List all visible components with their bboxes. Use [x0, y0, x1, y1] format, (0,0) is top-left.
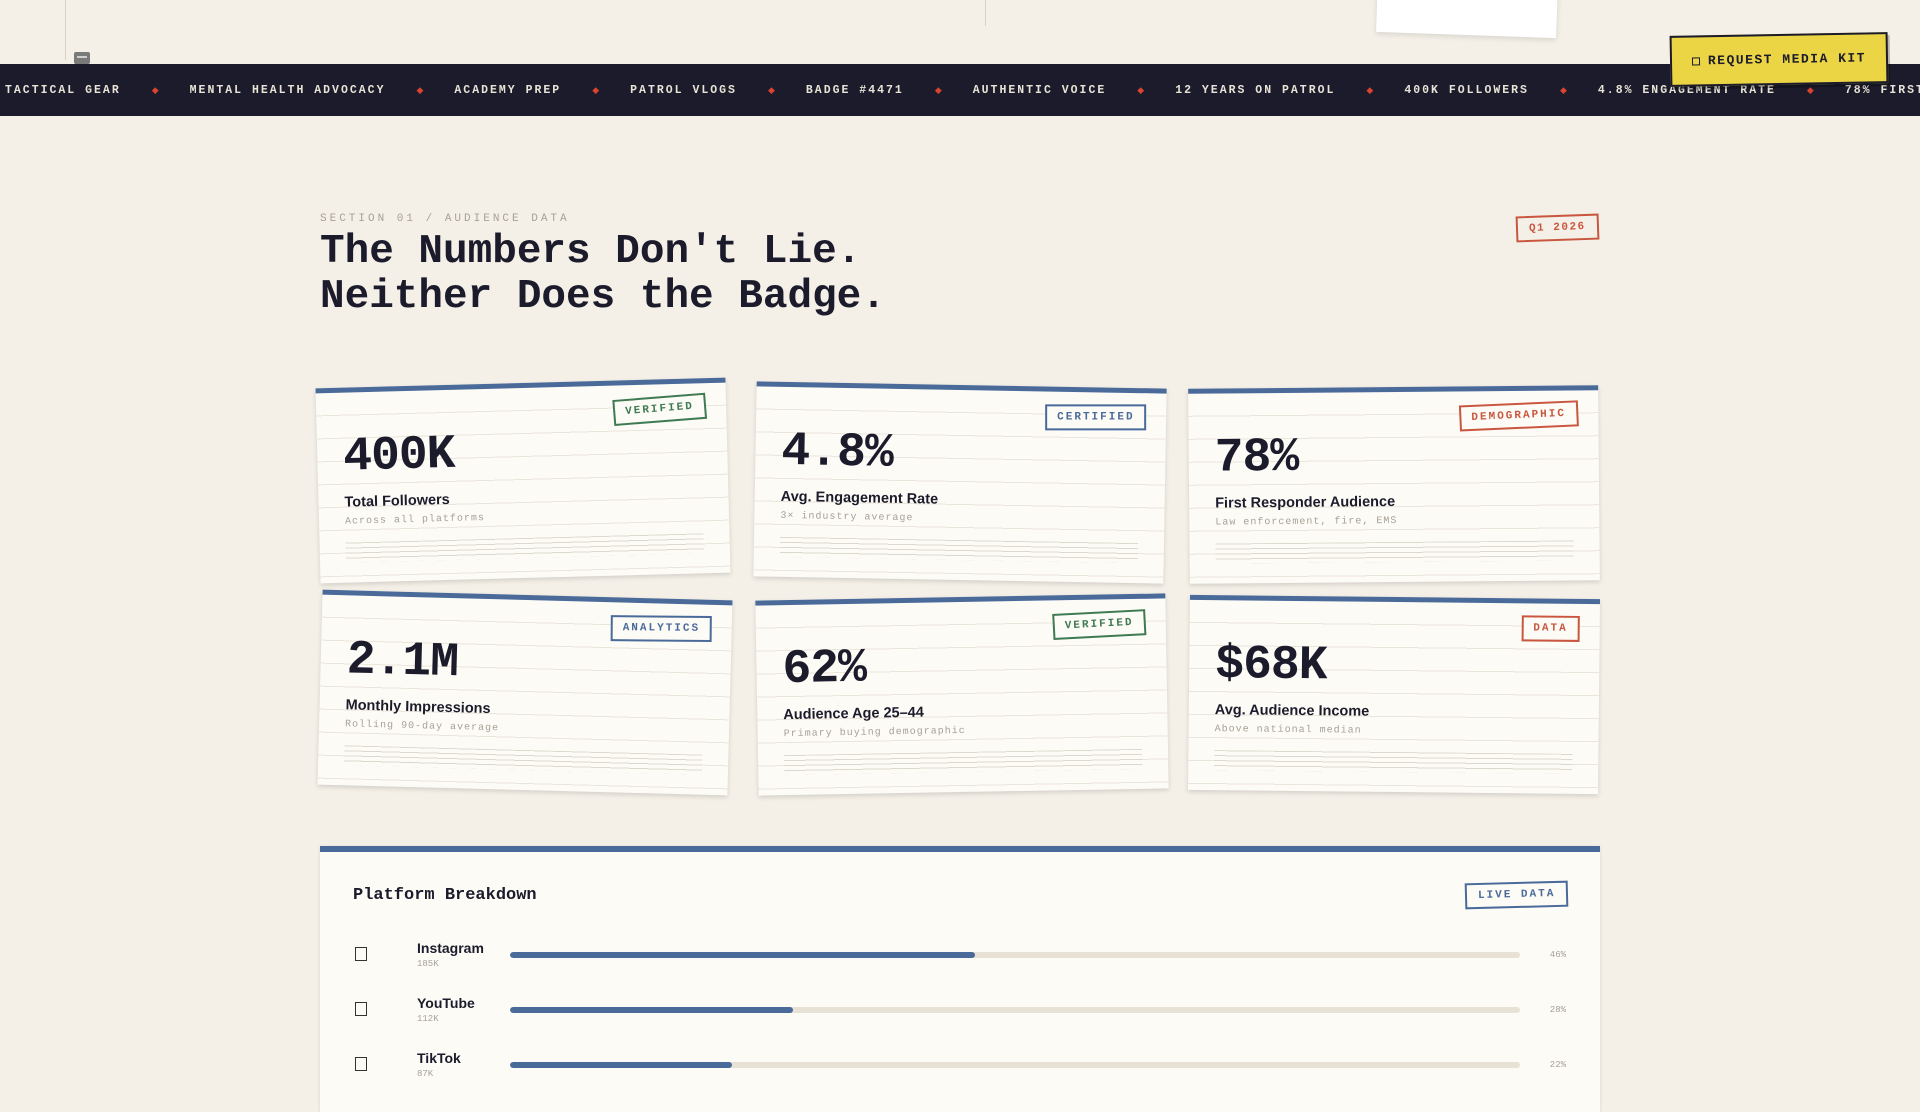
platform-count: 87K [417, 1069, 434, 1079]
stat-label: Avg. Audience Income [1214, 702, 1370, 720]
platform-row-instagram: Instagram 185K 46% [353, 934, 1568, 974]
ticker-track: TACTICAL GEAR ◆ MENTAL HEALTH ADVOCACY ◆ ACA… [5, 64, 1920, 116]
diamond-icon: ◆ [416, 84, 424, 95]
card-rule-lines [344, 745, 703, 775]
decorative-rule [985, 0, 986, 26]
diamond-icon: ◆ [151, 84, 159, 95]
diamond-icon: ◆ [767, 84, 775, 95]
stat-value: 62% [782, 641, 867, 698]
headline-line-2: Neither Does the Badge. [320, 274, 886, 320]
platform-percent: 46% [1549, 950, 1566, 960]
platform-percent: 28% [1549, 1005, 1566, 1015]
diamond-icon: ◆ [934, 84, 942, 95]
ticker-item: 12 YEARS ON PATROL [1175, 83, 1336, 97]
stat-value: $68K [1215, 638, 1327, 694]
platform-name: Instagram [417, 940, 484, 956]
request-media-kit-button[interactable]: REQUEST MEDIA KIT [1669, 32, 1889, 87]
stat-sub: Law enforcement, fire, EMS [1215, 515, 1398, 529]
verified-stamp: VERIFIED [612, 392, 708, 426]
data-stamp: DATA [1521, 615, 1580, 642]
platform-checkbox[interactable] [355, 947, 367, 961]
diamond-icon: ◆ [1366, 84, 1374, 95]
platform-progress-fill [510, 1062, 733, 1068]
diamond-icon: ◆ [1806, 84, 1814, 95]
ticker-item: AUTHENTIC VOICE [972, 83, 1107, 97]
ticker-item: 78% FIRST RESPONDER AUDIENCE [1844, 83, 1920, 97]
ticker-item: ACADEMY PREP [454, 83, 562, 97]
stat-card-income: $68K Avg. Audience Income Above national… [1187, 594, 1601, 795]
platform-progress-fill [510, 1007, 793, 1013]
stat-label: First Responder Audience [1215, 493, 1396, 512]
ticker-item: 400K FOLLOWERS [1404, 83, 1529, 97]
paper-note-decoration [1376, 0, 1558, 39]
section-eyebrow: SECTION 01 / AUDIENCE DATA [320, 213, 570, 225]
demographic-stamp: DEMOGRAPHIC [1459, 400, 1579, 432]
platform-row-youtube: YouTube 112K 28% [353, 989, 1568, 1029]
verified-stamp: VERIFIED [1052, 609, 1147, 641]
platform-count: 185K [417, 959, 439, 969]
stat-value: 400K [342, 427, 456, 485]
ticker-item: TACTICAL GEAR [5, 83, 121, 97]
stat-sub: Above national median [1214, 724, 1362, 737]
platform-name: YouTube [417, 995, 475, 1011]
headline-line-1: The Numbers Don't Lie. [320, 229, 862, 275]
stat-label: Total Followers [344, 491, 450, 511]
platform-row-tiktok: TikTok 87K 22% [353, 1044, 1568, 1084]
card-rule-lines [784, 748, 1143, 776]
stat-label: Monthly Impressions [345, 697, 491, 718]
diamond-icon: ◆ [1137, 84, 1145, 95]
platform-breakdown-panel: Platform Breakdown LIVE DATA Instagram 1… [320, 846, 1600, 1112]
page-headline: The Numbers Don't Lie. Neither Does the … [320, 230, 886, 320]
platform-progress-track [510, 1007, 1520, 1013]
square-icon [1691, 56, 1701, 66]
diamond-icon: ◆ [592, 84, 600, 95]
stat-value: 78% [1214, 430, 1299, 486]
platform-count: 112K [417, 1014, 439, 1024]
stat-sub: Across all platforms [344, 513, 486, 528]
platform-progress-track [510, 952, 1520, 958]
platform-progress-fill [510, 952, 975, 958]
platform-checkbox[interactable] [355, 1002, 367, 1016]
stat-card-age: 62% Audience Age 25–44 Primary buying de… [755, 593, 1169, 796]
stat-card-first-responder: 78% First Responder Audience Law enforce… [1188, 385, 1600, 584]
stat-sub: Rolling 90-day average [344, 719, 500, 735]
stat-label: Audience Age 25–44 [783, 704, 924, 724]
card-rule-lines [345, 533, 704, 563]
request-media-kit-label: REQUEST MEDIA KIT [1707, 50, 1867, 69]
clip-icon [74, 52, 90, 64]
stat-label: Avg. Engagement Rate [780, 488, 939, 508]
platform-checkbox[interactable] [355, 1057, 367, 1071]
diamond-icon: ◆ [1559, 84, 1567, 95]
platform-percent: 22% [1549, 1060, 1566, 1070]
analytics-stamp: ANALYTICS [610, 615, 712, 642]
ticker-item: BADGE #4471 [805, 83, 904, 97]
stat-sub: 3× industry average [780, 510, 914, 525]
panel-title: Platform Breakdown [353, 886, 537, 905]
ticker-item: PATROL VLOGS [630, 83, 737, 97]
live-data-badge: LIVE DATA [1464, 880, 1569, 910]
card-rule-lines [1214, 750, 1573, 774]
decorative-rule [65, 0, 66, 60]
ticker-bar: TACTICAL GEAR ◆ MENTAL HEALTH ADVOCACY ◆ ACA… [0, 64, 1920, 116]
stat-card-impressions: 2.1M Monthly Impressions Rolling 90-day … [317, 589, 733, 796]
platform-progress-track [510, 1062, 1520, 1068]
ticker-item: 4.8% ENGAGEMENT RATE [1597, 83, 1776, 97]
stat-value: 2.1M [346, 633, 459, 691]
stat-sub: Primary buying demographic [783, 725, 966, 741]
card-rule-lines [1215, 540, 1574, 564]
ticker-item: MENTAL HEALTH ADVOCACY [189, 83, 386, 97]
platform-name: TikTok [417, 1050, 461, 1066]
stat-card-followers: 400K Total Followers Across all platform… [315, 377, 731, 584]
stat-value: 4.8% [781, 424, 894, 481]
certified-stamp: CERTIFIED [1044, 404, 1147, 431]
stat-card-engagement: 4.8% Avg. Engagement Rate 3× industry av… [753, 381, 1167, 584]
period-badge: Q1 2026 [1515, 213, 1600, 243]
card-rule-lines [779, 536, 1138, 564]
